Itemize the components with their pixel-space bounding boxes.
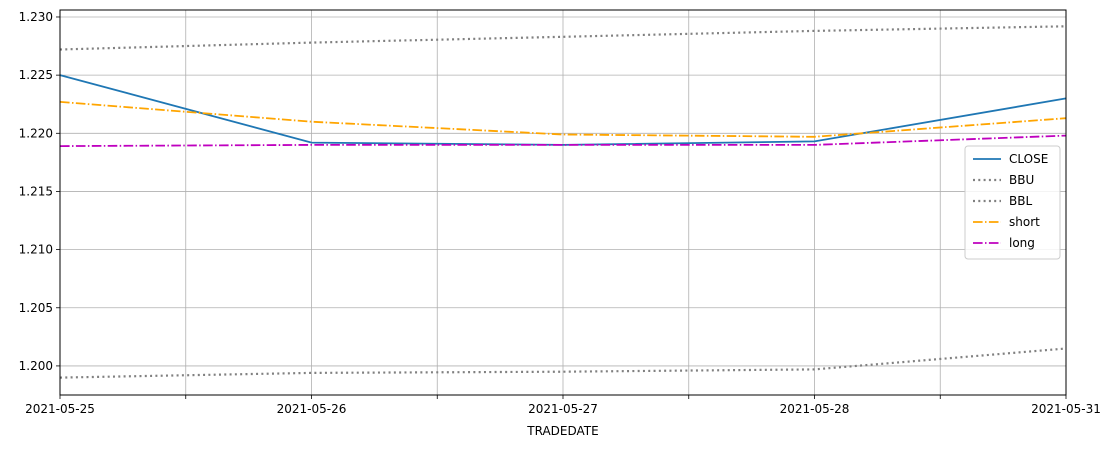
grid-lines — [59, 10, 1067, 395]
x-tick-label: 2021-05-27 — [528, 402, 598, 416]
series-line-close — [59, 74, 1067, 146]
x-axis-label: TRADEDATE — [526, 424, 598, 438]
x-tick-label: 2021-05-26 — [277, 402, 347, 416]
x-tick-label: 2021-05-31 — [1031, 402, 1101, 416]
legend-label: BBU — [1009, 173, 1034, 187]
legend-label: short — [1009, 215, 1040, 229]
series-line-bbu — [59, 25, 1067, 51]
series-lines — [59, 25, 1067, 379]
legend: CLOSE BBU BBL short long — [964, 145, 1061, 260]
legend-label: long — [1009, 236, 1035, 250]
legend-label: BBL — [1009, 194, 1032, 208]
series-line-long — [59, 134, 1067, 147]
y-tick-label: 1.230 — [19, 10, 53, 24]
legend-label: CLOSE — [1009, 152, 1048, 166]
y-tick-label: 1.205 — [19, 301, 53, 315]
x-axis: 2021-05-25 2021-05-26 2021-05-27 2021-05-28… — [25, 395, 1101, 416]
x-tick-label: 2021-05-25 — [25, 402, 95, 416]
y-tick-label: 1.210 — [19, 243, 53, 257]
y-tick-label: 1.225 — [19, 68, 53, 82]
y-tick-label: 1.215 — [19, 184, 53, 198]
y-axis: 1.200 1.205 1.210 1.215 1.220 1.225 1.230 — [19, 10, 60, 373]
series-line-bbl — [59, 347, 1067, 379]
y-tick-label: 1.200 — [19, 359, 53, 373]
series-line-short — [59, 101, 1067, 138]
x-tick-label: 2021-05-28 — [780, 402, 850, 416]
legend-box — [964, 145, 1061, 260]
y-tick-label: 1.220 — [19, 126, 53, 140]
